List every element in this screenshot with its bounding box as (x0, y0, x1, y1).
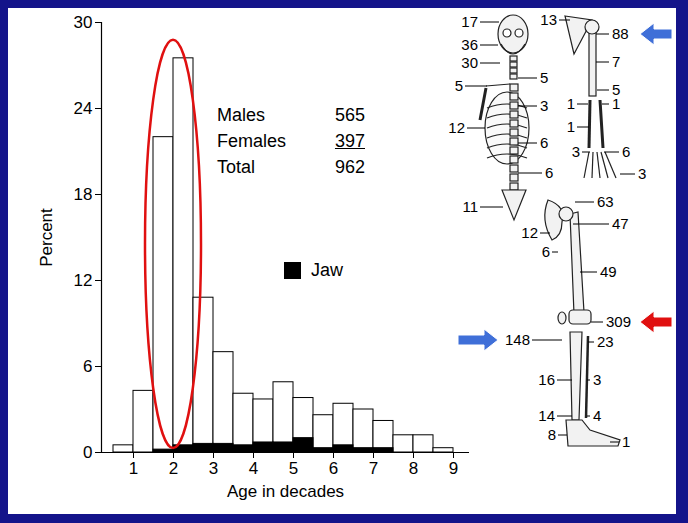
svg-text:6: 6 (329, 459, 338, 478)
svg-text:4: 4 (249, 459, 258, 478)
svg-text:3: 3 (638, 165, 646, 182)
svg-text:30: 30 (461, 54, 478, 71)
svg-text:3: 3 (593, 371, 601, 388)
svg-text:17: 17 (461, 13, 478, 30)
svg-text:30: 30 (74, 13, 93, 32)
svg-text:49: 49 (600, 263, 617, 280)
svg-text:3: 3 (572, 143, 580, 160)
svg-text:8: 8 (409, 459, 418, 478)
svg-text:6: 6 (542, 243, 550, 260)
svg-text:0: 0 (83, 443, 92, 462)
svg-text:1: 1 (612, 95, 620, 112)
svg-text:5: 5 (612, 81, 621, 99)
svg-text:3: 3 (209, 459, 218, 478)
svg-text:6: 6 (545, 164, 553, 181)
svg-text:1: 1 (567, 95, 575, 112)
html-text:565: 565 (335, 105, 365, 125)
svg-text:8: 8 (548, 426, 556, 443)
html-text:Females: Females (217, 131, 286, 151)
svg-text:12: 12 (448, 119, 465, 136)
svg-text:5: 5 (289, 459, 298, 478)
svg-text:36: 36 (461, 36, 478, 53)
svg-text:Percent: Percent (37, 208, 56, 267)
svg-text:24: 24 (74, 99, 93, 118)
svg-text:11: 11 (462, 198, 478, 215)
html-text:Males: Males (217, 105, 265, 125)
svg-text:12: 12 (521, 224, 538, 241)
svg-text:5: 5 (540, 69, 548, 86)
svg-text:1: 1 (567, 118, 575, 135)
svg-text:6: 6 (622, 143, 630, 160)
html-text:Total: Total (217, 157, 255, 177)
svg-text:13: 13 (540, 11, 557, 28)
svg-text:Age in decades: Age in decades (227, 482, 344, 501)
svg-text:148: 148 (505, 331, 530, 348)
svg-text:1: 1 (622, 433, 630, 450)
svg-text:7: 7 (369, 459, 378, 478)
svg-text:2: 2 (169, 459, 178, 478)
svg-text:309: 309 (606, 313, 631, 330)
svg-text:4: 4 (593, 407, 601, 424)
svg-text:12: 12 (74, 271, 93, 290)
html-text:962: 962 (335, 157, 365, 177)
svg-text:5: 5 (455, 77, 463, 94)
svg-text:14: 14 (538, 407, 555, 424)
svg-text:7: 7 (612, 53, 620, 70)
svg-text:23: 23 (597, 333, 614, 350)
svg-text:18: 18 (74, 185, 93, 204)
svg-text:88: 88 (612, 25, 629, 42)
svg-text:16: 16 (538, 371, 555, 388)
svg-text:47: 47 (612, 215, 629, 232)
svg-text:6: 6 (83, 357, 92, 376)
svg-text:9: 9 (449, 459, 458, 478)
svg-text:1: 1 (129, 459, 138, 478)
svg-text:6: 6 (540, 134, 548, 151)
html-text:Jaw: Jaw (311, 260, 343, 280)
svg-text:3: 3 (540, 97, 548, 114)
svg-text:63: 63 (597, 193, 614, 210)
html-text:397: 397 (335, 131, 365, 151)
